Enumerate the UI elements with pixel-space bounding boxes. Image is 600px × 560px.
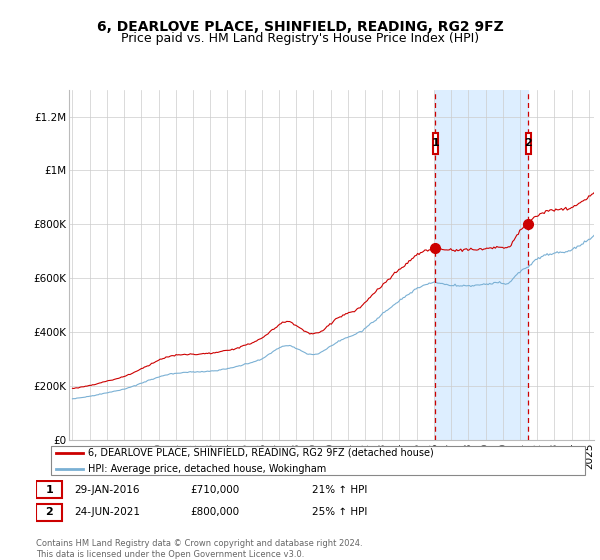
- Text: £710,000: £710,000: [191, 484, 240, 494]
- FancyBboxPatch shape: [433, 133, 438, 154]
- FancyBboxPatch shape: [36, 503, 62, 521]
- Text: 2: 2: [46, 507, 53, 517]
- Text: 2: 2: [524, 138, 532, 148]
- Text: Contains HM Land Registry data © Crown copyright and database right 2024.
This d: Contains HM Land Registry data © Crown c…: [36, 539, 362, 559]
- Text: 25% ↑ HPI: 25% ↑ HPI: [312, 507, 367, 517]
- Text: 24-JUN-2021: 24-JUN-2021: [74, 507, 140, 517]
- Text: 1: 1: [46, 484, 53, 494]
- Text: 6, DEARLOVE PLACE, SHINFIELD, READING, RG2 9FZ: 6, DEARLOVE PLACE, SHINFIELD, READING, R…: [97, 20, 503, 34]
- Bar: [435, 90, 528, 440]
- Text: 29-JAN-2016: 29-JAN-2016: [74, 484, 140, 494]
- FancyBboxPatch shape: [36, 481, 62, 498]
- FancyBboxPatch shape: [50, 446, 586, 475]
- Text: Price paid vs. HM Land Registry's House Price Index (HPI): Price paid vs. HM Land Registry's House …: [121, 32, 479, 45]
- Text: 6, DEARLOVE PLACE, SHINFIELD, READING, RG2 9FZ (detached house): 6, DEARLOVE PLACE, SHINFIELD, READING, R…: [89, 448, 434, 458]
- Text: 1: 1: [431, 138, 439, 148]
- Text: HPI: Average price, detached house, Wokingham: HPI: Average price, detached house, Woki…: [89, 464, 327, 474]
- Text: £800,000: £800,000: [191, 507, 239, 517]
- Text: 21% ↑ HPI: 21% ↑ HPI: [312, 484, 367, 494]
- FancyBboxPatch shape: [526, 133, 530, 154]
